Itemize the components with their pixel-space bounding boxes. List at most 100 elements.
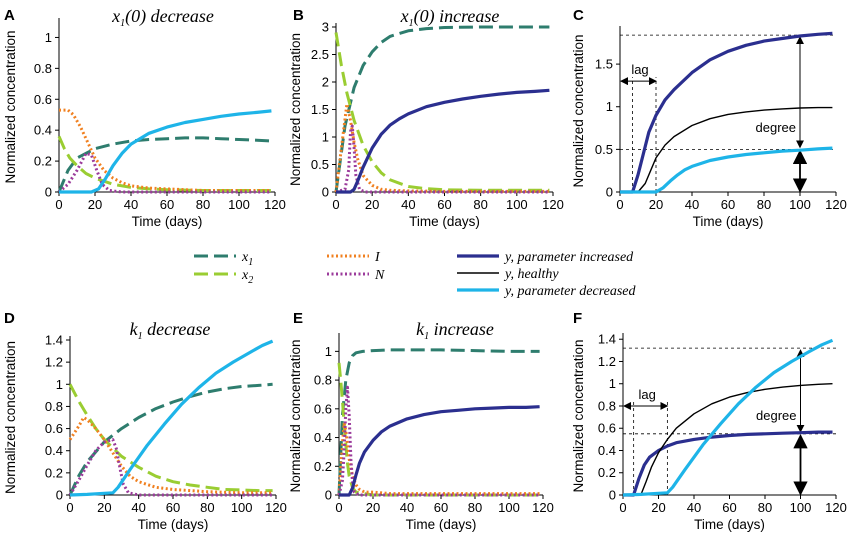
series-x1-line [337, 348, 540, 496]
x-tick-label: 20 [649, 197, 663, 212]
series-N-line [337, 385, 540, 497]
y-tick-label: 1 [325, 344, 332, 359]
y-tick-label: 0 [45, 185, 52, 200]
x-tick-label: 40 [401, 197, 415, 212]
x-tick-label: 120 [825, 500, 847, 515]
series-y-decreased-line [69, 339, 274, 497]
x-tick-label: 120 [265, 500, 287, 515]
y-tick-label: 0.2 [314, 459, 332, 474]
series-y-increased-line [336, 88, 550, 194]
legend-item-y-increased: y, parameter increased [457, 250, 634, 265]
y-tick-label: 0.6 [34, 92, 52, 107]
x-tick-label: 80 [757, 197, 771, 212]
panel-label: D [4, 310, 15, 327]
panel-label: A [4, 7, 15, 24]
x-axis-label: Time (days) [693, 214, 764, 229]
x-tick-label: 0 [55, 197, 62, 212]
panel-d: Dk1 decrease 0 20 40 60 80 100 120 0 0.2 0.4 0.6 0.8… [3, 310, 287, 532]
x-tick-label: 60 [166, 500, 180, 515]
x-tick-label: 60 [434, 500, 448, 515]
legend-label: x1 [241, 250, 253, 268]
x-tick-label: 40 [400, 500, 414, 515]
series-I-line [334, 102, 550, 193]
series-y-decreased-line [59, 109, 272, 194]
lag-label: lag [639, 387, 656, 402]
series-x2-line [68, 383, 273, 493]
y-tick-label: 0.4 [598, 443, 616, 458]
x-tick-label: 80 [196, 197, 210, 212]
x-tick-label: 0 [616, 197, 623, 212]
panel-label: C [573, 7, 584, 24]
y-tick-label: 0 [56, 488, 63, 503]
y-axis-label: Normalized concentration [3, 30, 18, 183]
y-axis-label: Normalized concentration [571, 339, 586, 492]
y-tick-label: 0.4 [34, 123, 52, 138]
y-tick-label: 0.8 [34, 61, 52, 76]
panel-label: E [293, 310, 303, 327]
y-tick-label: 0.6 [314, 401, 332, 416]
y-tick-label: 1 [322, 130, 329, 145]
x-tick-label: 60 [722, 500, 736, 515]
x-tick-label: 100 [790, 500, 812, 515]
x-tick-label: 80 [200, 500, 214, 515]
panel-title: x1(0) decrease [111, 6, 214, 29]
y-tick-label: 0 [325, 488, 332, 503]
y-tick-label: 1.2 [598, 354, 616, 369]
y-tick-label: 1 [56, 377, 63, 392]
x-tick-label: 80 [758, 500, 772, 515]
degree-label: degree [756, 120, 796, 135]
x-tick-label: 80 [468, 500, 482, 515]
x-axis-label: Time (days) [132, 214, 203, 229]
y-tick-label: 2 [322, 75, 329, 90]
y-tick-label: 1.5 [311, 102, 329, 117]
y-tick-label: 1.4 [45, 333, 63, 348]
x-axis-label: Time (days) [406, 517, 477, 532]
y-tick-label: 0.2 [598, 465, 616, 480]
x-tick-label: 60 [721, 197, 735, 212]
y-axis-label: Normalized concentration [288, 339, 303, 492]
series-N-line [58, 151, 272, 194]
annotations: lag degree [620, 34, 836, 193]
x-tick-label: 60 [437, 197, 451, 212]
x-tick-label: 40 [685, 197, 699, 212]
legend-label: N [374, 268, 385, 283]
legend-label: x2 [241, 268, 253, 286]
legend-item-x1: x1 [194, 250, 253, 268]
y-tick-label: 0.2 [34, 154, 52, 169]
series-y-healthy-line [620, 106, 833, 193]
x-tick-label: 100 [231, 500, 253, 515]
panel-title: k1 increase [416, 319, 494, 342]
x-tick-label: 80 [473, 197, 487, 212]
series-x2-line [57, 135, 272, 192]
x-tick-label: 0 [619, 500, 626, 515]
x-tick-label: 120 [825, 197, 847, 212]
series-y-increased-line [623, 430, 833, 497]
panel-label: F [573, 310, 582, 327]
series-y-healthy-line [623, 383, 833, 496]
series-x1-line [68, 382, 273, 496]
series-x1-line [57, 136, 272, 193]
y-tick-label: 0 [609, 488, 616, 503]
lag-label: lag [631, 62, 648, 77]
y-tick-label: 0.4 [45, 443, 63, 458]
series-y-increased-line [339, 405, 540, 497]
y-tick-label: 0.6 [598, 421, 616, 436]
legend-item-N: N [327, 268, 385, 283]
x-axis-label: Time (days) [138, 517, 209, 532]
x-tick-label: 100 [498, 500, 520, 515]
y-tick-label: 0 [322, 185, 329, 200]
x-tick-label: 100 [789, 197, 811, 212]
series-I-line [68, 416, 273, 495]
panel-label: B [293, 7, 304, 24]
y-tick-label: 0.6 [45, 421, 63, 436]
panel-c: C 0 20 40 60 80 100 120 0 0.5 1 1.5 Time (days) Norma… [571, 7, 847, 229]
annotations: lag degree [623, 347, 836, 496]
x-tick-label: 60 [160, 197, 174, 212]
legend-label: y, parameter decreased [503, 284, 636, 299]
y-tick-label: 2.5 [311, 47, 329, 62]
legend-item-I: I [327, 250, 381, 265]
y-tick-label: 0.8 [314, 373, 332, 388]
y-axis-label: Normalized concentration [288, 33, 303, 186]
